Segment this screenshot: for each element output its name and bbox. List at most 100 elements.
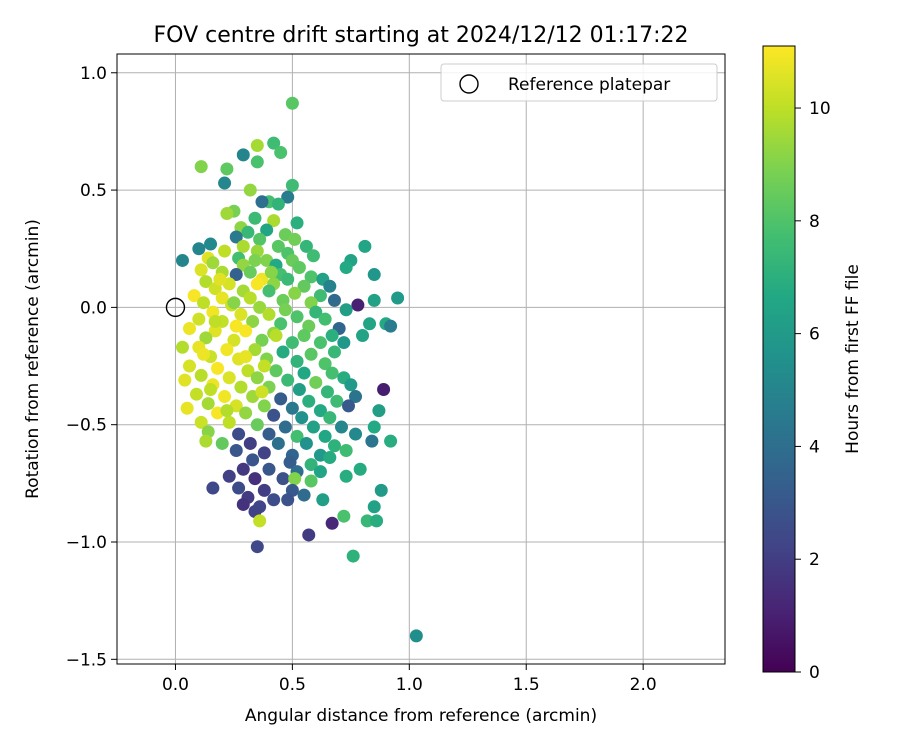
data-point: [271, 436, 285, 450]
data-point: [248, 211, 262, 225]
data-point: [346, 549, 360, 563]
data-point: [276, 345, 290, 359]
data-point: [201, 397, 215, 411]
data-point: [271, 197, 285, 211]
data-point: [327, 345, 341, 359]
data-point: [234, 380, 248, 394]
data-point: [365, 434, 379, 448]
x-tick-label: 0.5: [279, 675, 306, 695]
y-tick-label: 1.0: [80, 64, 107, 84]
colorbar-label: Hours from first FF file: [843, 264, 863, 454]
data-point: [271, 239, 285, 253]
data-point: [267, 214, 281, 228]
y-tick-label: −1.5: [66, 650, 107, 670]
data-point: [257, 483, 271, 497]
data-point: [236, 239, 250, 253]
data-point: [285, 178, 299, 192]
data-point: [297, 366, 311, 380]
data-point: [290, 310, 304, 324]
data-point: [302, 394, 316, 408]
data-point: [250, 418, 264, 432]
data-point: [274, 392, 288, 406]
data-point: [337, 336, 351, 350]
data-point: [218, 244, 232, 258]
colorbar-tick-label: 8: [809, 212, 820, 232]
data-point: [194, 160, 208, 174]
data-point: [243, 183, 257, 197]
data-point: [409, 629, 423, 643]
data-point: [199, 331, 213, 345]
colorbar-tick-label: 10: [809, 99, 831, 119]
data-point: [285, 401, 299, 415]
data-point: [370, 514, 384, 528]
data-point: [250, 371, 264, 385]
data-point: [313, 465, 327, 479]
data-point: [278, 420, 292, 434]
data-point: [285, 336, 299, 350]
data-point: [295, 411, 309, 425]
y-axis-label: Rotation from reference (arcmin): [23, 219, 43, 499]
data-point: [318, 429, 332, 443]
data-point: [353, 462, 367, 476]
data-point: [360, 514, 374, 528]
data-point: [290, 429, 304, 443]
x-tick-label: 2.0: [630, 675, 657, 695]
data-point: [288, 232, 302, 246]
data-point: [269, 329, 283, 343]
data-point: [269, 364, 283, 378]
data-point: [218, 176, 232, 190]
data-point: [206, 481, 220, 495]
data-point: [197, 347, 211, 361]
colorbar-ticks: 0 2 4 6 8 10: [795, 99, 831, 683]
data-point: [175, 253, 189, 267]
data-point: [264, 265, 278, 279]
colorbar-tick-label: 4: [809, 437, 820, 457]
data-point: [218, 390, 232, 404]
data-point: [229, 444, 243, 457]
data-point: [241, 364, 255, 378]
data-point: [309, 305, 323, 319]
legend: Reference platepar: [440, 63, 718, 102]
data-point: [190, 387, 204, 401]
data-point: [323, 279, 337, 293]
data-point: [227, 296, 241, 310]
data-point: [262, 462, 276, 476]
x-tick-label: 1.5: [513, 675, 540, 695]
data-point: [246, 314, 260, 328]
data-point: [325, 516, 339, 530]
data-point: [274, 317, 288, 331]
x-tick-label: 1.0: [396, 675, 423, 695]
data-point: [377, 383, 391, 396]
data-point: [342, 399, 356, 413]
data-point: [253, 232, 267, 246]
data-point: [182, 359, 196, 373]
data-point: [232, 427, 246, 441]
data-point: [320, 385, 334, 399]
data-point: [278, 303, 292, 317]
y-tick-label: 0.5: [80, 181, 107, 201]
data-point: [248, 343, 262, 357]
data-point: [283, 455, 297, 469]
data-point: [229, 230, 243, 244]
data-point: [232, 481, 246, 495]
data-point: [262, 284, 276, 298]
data-point: [180, 401, 194, 415]
data-point: [318, 312, 332, 326]
data-point: [255, 195, 269, 209]
data-point: [313, 336, 327, 350]
data-point: [325, 366, 339, 380]
data-point: [306, 420, 320, 434]
data-point: [222, 469, 236, 483]
data-point: [182, 322, 196, 335]
data-point: [339, 303, 353, 317]
colorbar-tick-label: 0: [809, 663, 820, 683]
data-point: [323, 451, 337, 465]
data-point: [299, 239, 313, 253]
data-point: [302, 528, 316, 542]
data-point: [316, 493, 330, 507]
data-point: [304, 458, 318, 472]
data-point: [337, 509, 351, 523]
data-point: [292, 383, 306, 396]
data-point: [239, 350, 253, 364]
